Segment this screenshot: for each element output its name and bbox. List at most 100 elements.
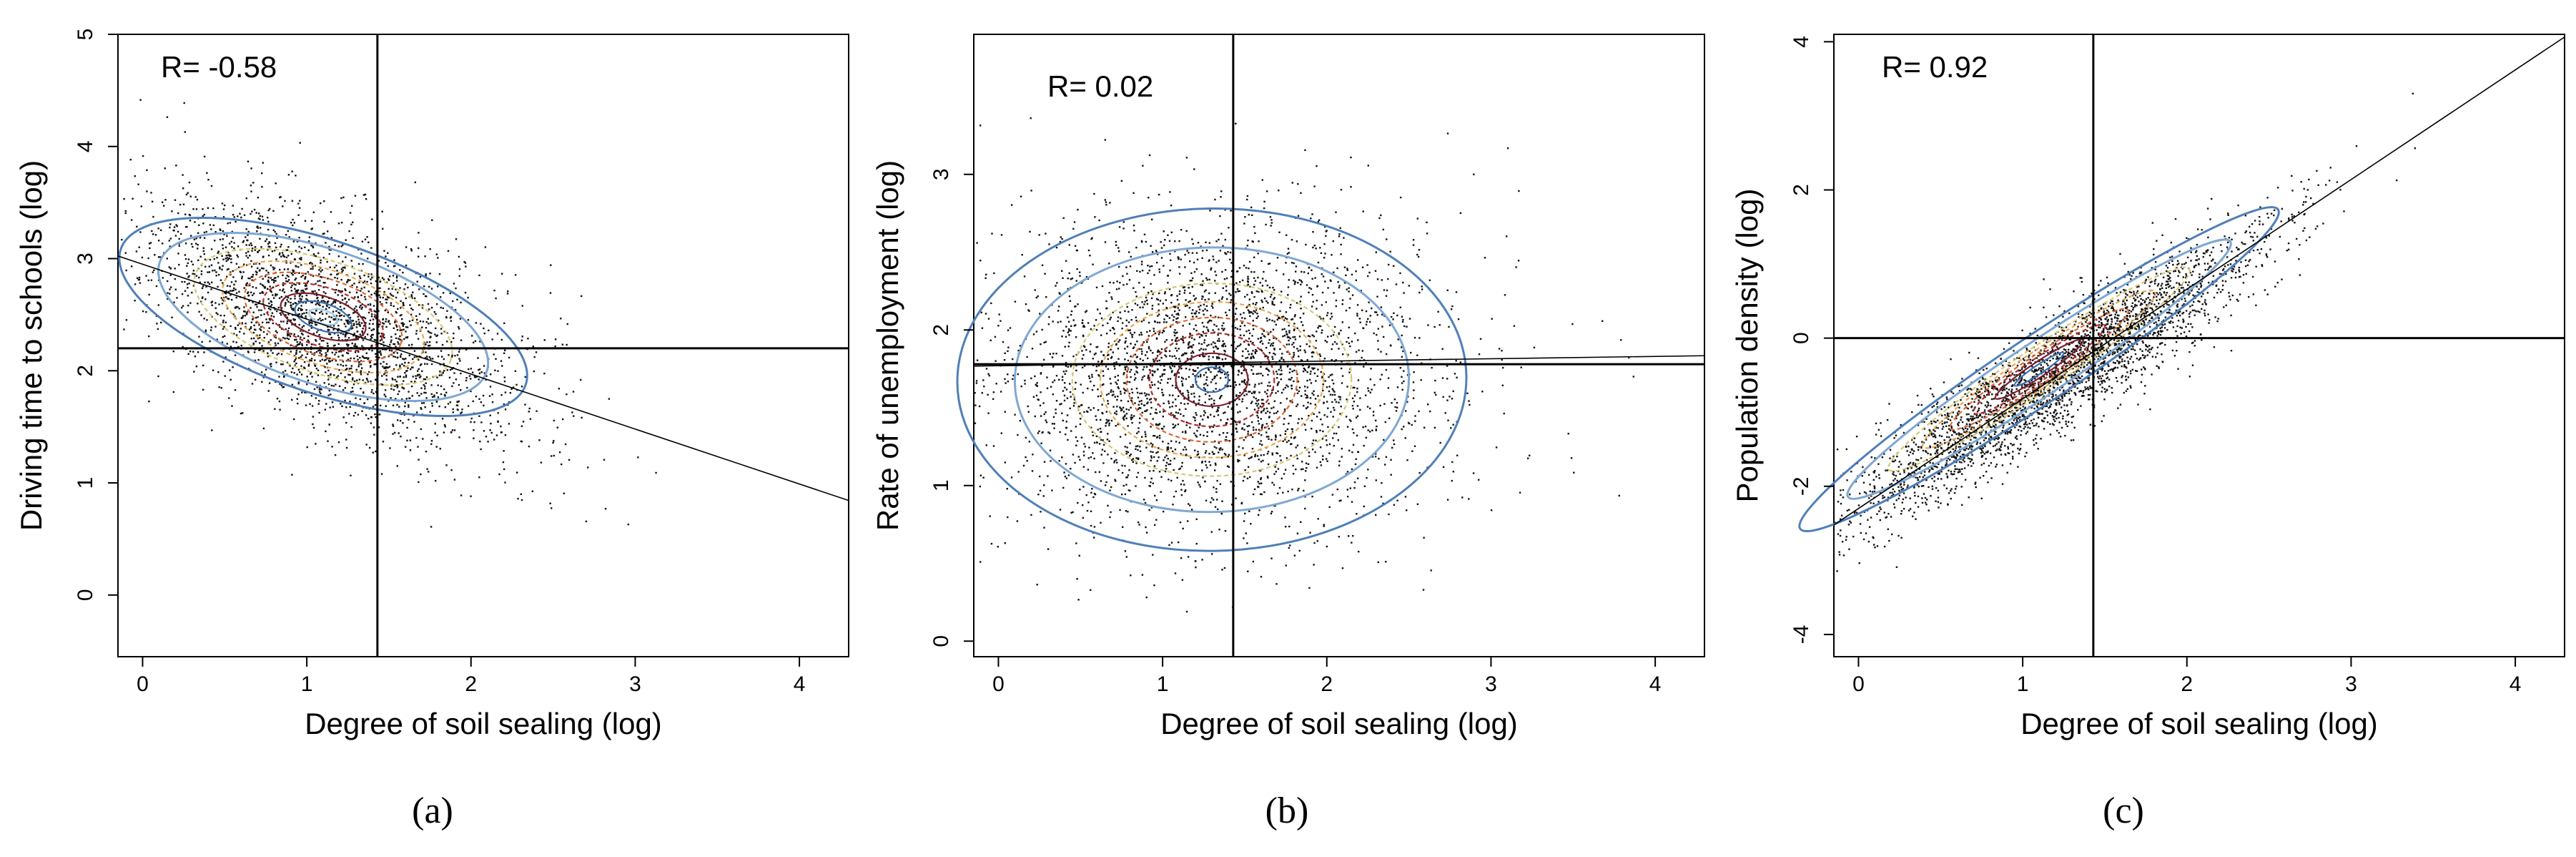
data-point: [1388, 263, 1390, 266]
data-point: [1135, 361, 1137, 364]
data-point: [1220, 371, 1222, 373]
data-point: [163, 205, 165, 207]
data-point: [356, 346, 358, 348]
data-point: [250, 325, 252, 328]
data-point: [283, 376, 285, 378]
data-point: [270, 300, 272, 303]
data-point: [1353, 386, 1356, 389]
data-point: [1321, 291, 1324, 294]
data-point: [1104, 199, 1106, 201]
data-point: [441, 418, 444, 420]
data-point: [1250, 271, 1253, 273]
data-point: [292, 218, 294, 221]
data-point: [495, 434, 498, 436]
data-point: [1410, 351, 1412, 354]
data-point: [428, 356, 431, 358]
data-point: [297, 202, 300, 205]
data-point: [353, 380, 356, 383]
data-point: [1187, 391, 1190, 393]
data-point: [1249, 476, 1251, 478]
data-point: [1048, 432, 1051, 434]
data-point: [1148, 374, 1150, 376]
data-point: [553, 419, 556, 422]
data-point: [1266, 453, 1269, 455]
data-point: [1180, 557, 1183, 559]
data-point: [1241, 427, 1243, 429]
data-point: [298, 207, 301, 209]
data-point: [214, 240, 216, 242]
data-point: [350, 391, 352, 393]
data-point: [1165, 468, 1168, 470]
data-point: [435, 313, 437, 315]
data-point: [344, 267, 346, 269]
data-point: [366, 398, 369, 401]
data-point: [1091, 373, 1093, 376]
data-point: [325, 242, 327, 244]
data-point: [210, 264, 213, 266]
data-point: [1212, 426, 1215, 428]
data-point: [1150, 413, 1152, 415]
data-point: [1112, 327, 1114, 329]
data-point: [1248, 267, 1250, 270]
data-point: [1348, 535, 1350, 537]
data-point: [384, 367, 386, 370]
data-point: [308, 320, 310, 323]
data-point: [1161, 373, 1164, 376]
data-point: [1348, 371, 1351, 373]
data-point: [1335, 401, 1338, 403]
data-point: [161, 201, 164, 203]
data-point: [1346, 426, 1349, 428]
data-point: [1167, 234, 1169, 236]
data-point: [402, 325, 404, 327]
data-point: [1274, 504, 1276, 507]
data-point: [318, 333, 320, 336]
data-point: [355, 397, 357, 399]
data-point: [1252, 373, 1255, 375]
data-point: [1323, 257, 1326, 259]
data-point: [1243, 369, 1245, 371]
data-point: [352, 312, 355, 314]
data-point: [206, 319, 208, 321]
data-point: [217, 371, 219, 373]
data-point: [371, 388, 373, 391]
data-point: [1338, 396, 1340, 398]
data-point: [306, 383, 308, 386]
data-point: [267, 271, 270, 274]
data-point: [1204, 388, 1206, 391]
data-point: [1101, 285, 1104, 288]
data-point: [303, 348, 306, 351]
data-point: [285, 234, 287, 236]
density-contour: [193, 248, 453, 386]
data-point: [285, 328, 287, 330]
data-point: [252, 318, 254, 320]
data-point: [1403, 380, 1405, 383]
data-point: [517, 497, 519, 500]
data-point: [377, 276, 380, 279]
data-point: [358, 275, 361, 278]
data-point: [1427, 403, 1429, 406]
data-point: [286, 337, 288, 340]
data-point: [435, 479, 437, 482]
data-point: [354, 343, 356, 346]
data-point: [359, 356, 361, 359]
data-point: [1204, 461, 1207, 463]
data-point: [1338, 235, 1341, 237]
data-point: [325, 354, 327, 356]
data-point: [1404, 496, 1407, 498]
data-point: [380, 353, 383, 356]
data-point: [1158, 333, 1160, 336]
data-point: [1105, 201, 1107, 203]
data-point: [230, 240, 232, 243]
data-point: [1291, 343, 1293, 346]
data-point: [371, 334, 373, 336]
data-point: [1259, 405, 1262, 408]
data-point: [1115, 410, 1117, 413]
data-point: [1145, 410, 1148, 412]
data-point: [367, 241, 370, 243]
data-point: [1102, 375, 1105, 377]
data-point: [1154, 494, 1156, 497]
data-point: [353, 323, 355, 325]
data-point: [357, 413, 360, 416]
data-point: [1291, 262, 1293, 264]
data-point: [379, 296, 381, 298]
